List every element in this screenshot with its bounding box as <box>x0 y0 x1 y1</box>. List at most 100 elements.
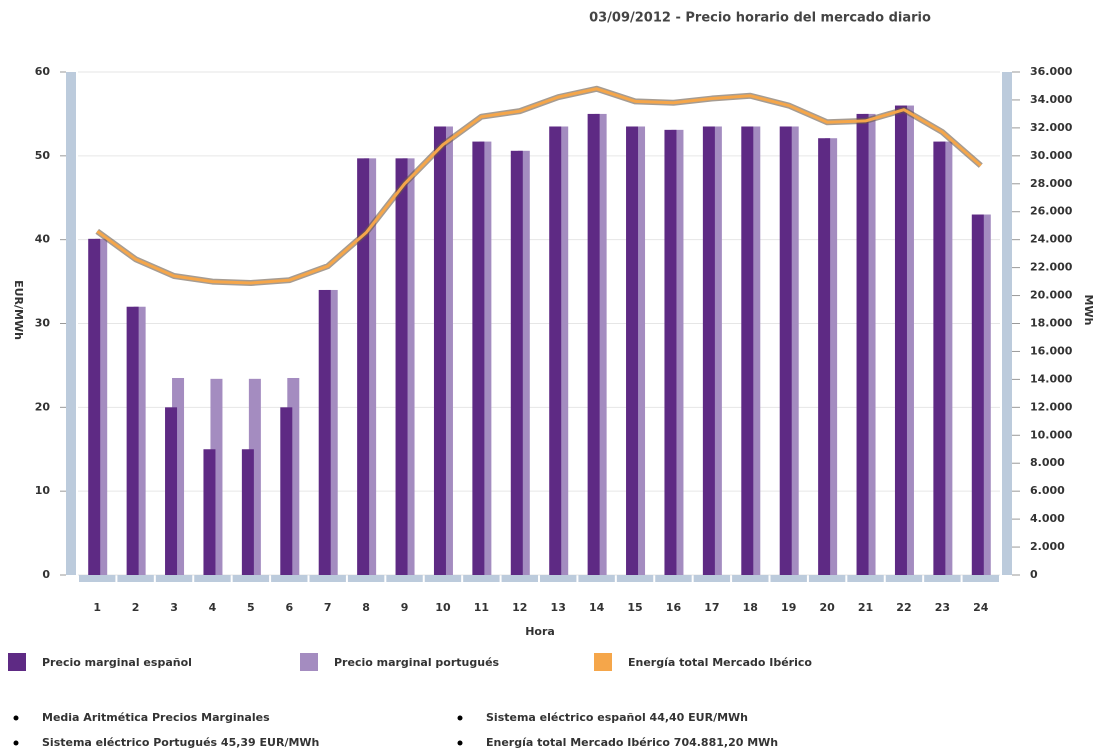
x-axis-segment <box>463 575 500 582</box>
y2-tick-label: 18.000 <box>1030 317 1073 330</box>
x-tick-label: 23 <box>935 601 950 614</box>
x-axis-segment <box>540 575 577 582</box>
x-axis-label: Hora <box>525 625 555 638</box>
y2-tick-label: 22.000 <box>1030 261 1073 274</box>
y-tick-label: 50 <box>35 149 51 162</box>
bar <box>433 126 446 575</box>
y-tick-label: 60 <box>35 65 51 78</box>
x-axis-segment <box>386 575 423 582</box>
x-tick-label: 18 <box>743 601 758 614</box>
chart-title: 03/09/2012 - Precio horario del mercado … <box>589 11 931 26</box>
left-axis-bar <box>66 72 76 575</box>
y-tick-label: 20 <box>35 400 51 413</box>
x-axis-segment <box>808 575 846 582</box>
x-axis-segment <box>962 575 999 582</box>
x-tick-label: 7 <box>324 601 332 614</box>
bar <box>165 407 178 575</box>
y2-tick-label: 30.000 <box>1030 149 1073 162</box>
bar <box>664 129 677 575</box>
legend-swatch <box>594 653 612 671</box>
note: Sistema eléctrico Portugués 45,39 EUR/MW… <box>42 736 319 749</box>
x-axis-segment <box>309 575 346 582</box>
bar <box>741 126 754 575</box>
bar <box>357 158 370 575</box>
x-axis-segment <box>79 575 116 582</box>
x-tick-label: 2 <box>132 601 140 614</box>
x-tick-label: 11 <box>474 601 489 614</box>
y2-tick-label: 36.000 <box>1030 65 1073 78</box>
x-tick-label: 16 <box>666 601 682 614</box>
x-tick-label: 12 <box>512 601 527 614</box>
x-tick-label: 8 <box>362 601 370 614</box>
y2-tick-label: 20.000 <box>1030 289 1073 302</box>
bar <box>856 113 869 576</box>
x-axis-segment <box>732 575 769 582</box>
x-axis-segment <box>616 575 654 582</box>
x-tick-label: 5 <box>247 601 255 614</box>
bar <box>702 126 715 575</box>
x-axis-segment <box>501 575 538 582</box>
bar <box>971 214 984 575</box>
y2-tick-label: 6.000 <box>1030 484 1065 497</box>
bar <box>203 449 216 575</box>
right-axis-bar <box>1002 72 1012 575</box>
x-tick-label: 9 <box>401 601 409 614</box>
x-tick-label: 10 <box>435 601 451 614</box>
bar <box>395 158 408 575</box>
x-tick-label: 24 <box>973 601 989 614</box>
y2-tick-label: 0 <box>1030 568 1038 581</box>
bar <box>818 138 831 575</box>
x-axis-segment <box>885 575 923 582</box>
y2-tick-label: 28.000 <box>1030 177 1073 190</box>
note-bullet <box>13 715 19 721</box>
x-tick-label: 14 <box>589 601 605 614</box>
x-tick-label: 19 <box>781 601 796 614</box>
y2-tick-label: 34.000 <box>1030 93 1073 106</box>
note-bullet <box>13 740 19 746</box>
x-tick-label: 22 <box>896 601 911 614</box>
bar <box>472 141 485 575</box>
x-tick-label: 15 <box>627 601 642 614</box>
bar <box>626 126 639 575</box>
bar <box>88 238 101 575</box>
legend-swatch <box>300 653 318 671</box>
x-tick-label: 20 <box>819 601 835 614</box>
x-axis-segment <box>271 575 308 582</box>
line <box>96 87 982 285</box>
y2-tick-label: 4.000 <box>1030 512 1065 525</box>
bar <box>126 306 139 575</box>
x-axis-segment <box>655 575 692 582</box>
x-axis-segment <box>347 575 385 582</box>
y2-tick-label: 26.000 <box>1030 205 1073 218</box>
bar <box>280 407 293 575</box>
bar <box>241 449 254 575</box>
x-tick-label: 3 <box>170 601 178 614</box>
y2-tick-label: 24.000 <box>1030 233 1073 246</box>
y2-tick-label: 10.000 <box>1030 428 1073 441</box>
legend-label: Energía total Mercado Ibérico <box>628 656 812 669</box>
y-axis-label: EUR/MWh <box>12 280 25 340</box>
y-tick-label: 30 <box>35 317 51 330</box>
note-bullet <box>457 715 463 721</box>
bar <box>318 289 331 575</box>
legend-swatch <box>8 653 26 671</box>
y2-axis-label: MWh <box>1082 295 1095 326</box>
x-axis-segment <box>232 575 270 582</box>
note: Sistema eléctrico español 44,40 EUR/MWh <box>486 711 748 724</box>
bar <box>894 105 907 576</box>
y2-tick-label: 8.000 <box>1030 456 1065 469</box>
x-tick-label: 1 <box>93 601 101 614</box>
x-tick-label: 4 <box>209 601 217 614</box>
y2-tick-label: 16.000 <box>1030 344 1073 357</box>
y-tick-label: 0 <box>42 568 50 581</box>
x-axis-segment <box>693 575 731 582</box>
x-tick-label: 13 <box>551 601 566 614</box>
x-axis-segment <box>770 575 807 582</box>
y2-tick-label: 12.000 <box>1030 400 1073 413</box>
legend-label: Precio marginal portugués <box>334 656 500 669</box>
bar <box>549 126 562 575</box>
x-tick-label: 17 <box>704 601 719 614</box>
x-axis-segment <box>155 575 193 582</box>
bar <box>933 141 946 575</box>
